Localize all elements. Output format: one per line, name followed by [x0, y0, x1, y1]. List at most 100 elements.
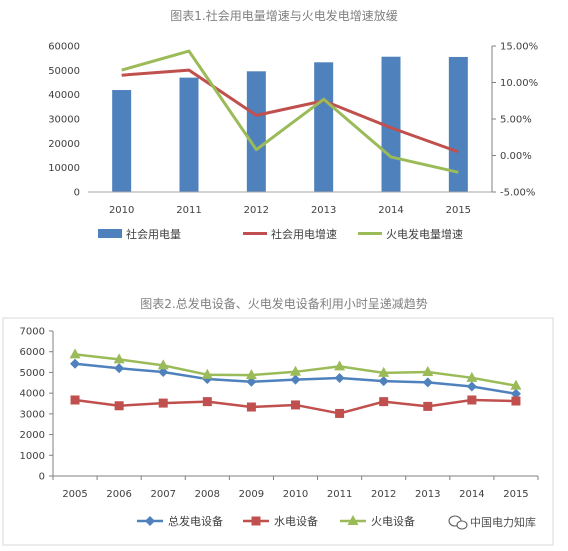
- chart-2-y-tick: 3000: [20, 409, 45, 420]
- chart-2-point: [334, 360, 346, 371]
- chart-2-lines: [69, 348, 522, 418]
- chart-2-point: [70, 358, 81, 369]
- chart-2-x-tick: 2012: [371, 489, 396, 500]
- chart-2-legend-label: 总发电设备: [168, 514, 223, 528]
- chart-1-legend-swatch: [98, 229, 122, 238]
- chart-2-point: [70, 395, 80, 405]
- chart-2-y-tick: 1000: [20, 451, 45, 462]
- chart-1-y2-tick: 15.00%: [500, 42, 538, 53]
- chart-1-y2-tick: -5.00%: [500, 188, 535, 199]
- chart-2-point: [245, 369, 257, 380]
- chart-2-x-tick: 2013: [415, 489, 440, 500]
- chart-2-y-tick: 4000: [20, 389, 45, 400]
- chart-2-legend-marker: [347, 515, 359, 525]
- wechat-icon: [448, 515, 468, 530]
- chart-2-point: [466, 381, 477, 392]
- chart-2-x-tick: 2014: [459, 489, 484, 500]
- chart-2-y-tick: 6000: [20, 347, 45, 358]
- chart-2-point: [510, 379, 522, 390]
- watermark-text: 中国电力知库: [470, 515, 536, 529]
- chart-2-x-tick: 2006: [106, 489, 131, 500]
- chart-1-bar: [112, 90, 132, 192]
- chart-1-y2-tick: 5.00%: [500, 115, 532, 126]
- chart-1-series-line: [121, 49, 459, 174]
- chart-2-point: [158, 367, 169, 378]
- chart-1-title: 图表1.社会用电量增速与火电发电增速放缓: [170, 8, 397, 23]
- chart-2-legend-label: 火电设备: [371, 514, 415, 528]
- chart-2-point: [335, 408, 345, 418]
- chart-2-point: [201, 368, 213, 379]
- chart-2-x-tick: 2005: [62, 489, 87, 500]
- chart-2-y-tick: 0: [39, 472, 45, 483]
- chart-1-bar: [179, 77, 199, 192]
- chart-2-point: [69, 348, 81, 359]
- chart-2-title: 图表2.总发电设备、火电发电设备利用小时呈递减趋势: [140, 296, 427, 311]
- chart-2-axes: 0 1000 2000 3000 4000 5000 6000 7000 2005 2006 200…: [20, 327, 539, 500]
- chart-2-point: [467, 395, 477, 405]
- chart-2-point: [378, 376, 389, 387]
- watermark: 中国电力知库: [448, 515, 536, 530]
- chart-2-point: [379, 397, 389, 407]
- chart-1-y-tick: 20000: [48, 139, 80, 150]
- chart-2-point: [466, 371, 478, 382]
- chart-2-point: [510, 388, 521, 399]
- chart-2-legend-marker: [251, 516, 261, 526]
- chart-2-point: [290, 365, 301, 376]
- chart-2-x-tick: 2015: [503, 489, 528, 500]
- chart-1-bar: [246, 71, 266, 192]
- chart-1-bar: [448, 56, 468, 193]
- chart-2-x-tick: 2007: [151, 489, 176, 500]
- chart-2-y-tick: 7000: [20, 327, 45, 338]
- chart-1-y-tick: 0: [74, 188, 80, 199]
- chart-1-x-tick: 2010: [109, 205, 134, 216]
- chart-2-y-tick: 5000: [20, 368, 45, 379]
- chart-1-legend-label: 社会用电增速: [271, 227, 337, 241]
- chart-2-point: [291, 400, 300, 410]
- chart-1-y2-tick: 10.00%: [500, 78, 538, 89]
- chart-1-legend-label: 火电发电量增速: [386, 227, 463, 241]
- chart-2-x-tick: 2011: [327, 489, 352, 500]
- chart-2-point: [202, 397, 212, 407]
- chart-2-point: [378, 366, 390, 377]
- chart-2-point: [246, 402, 256, 412]
- chart-1-x-tick: 2014: [378, 205, 403, 216]
- chart-1-y2-tick: 0.00%: [500, 151, 532, 162]
- chart-1-series-line: [121, 68, 459, 154]
- chart-2-point: [246, 376, 257, 387]
- chart-2-point: [157, 359, 169, 370]
- chart-2-frame: [2, 317, 554, 546]
- chart-1-y-tick: 40000: [48, 90, 80, 101]
- chart-2-point: [422, 377, 433, 388]
- chart-2-y-tick: 2000: [20, 430, 45, 441]
- chart-1: 图表1.社会用电量增速与火电发电增速放缓 0 10000 20000 30000 400…: [48, 8, 538, 241]
- chart-1-y-tick: 10000: [48, 163, 80, 174]
- chart-2-x-tick: 2009: [239, 489, 264, 500]
- chart-1-bar: [314, 62, 334, 193]
- chart-1-x-tick: 2011: [176, 205, 201, 216]
- chart-1-x-tick: 2012: [244, 205, 269, 216]
- chart-2-point: [511, 396, 521, 406]
- chart-2-point: [334, 373, 345, 384]
- chart-2: 图表2.总发电设备、火电发电设备利用小时呈递减趋势 0 1000 2000 3000 4…: [2, 296, 554, 546]
- chart-2-legend: 总发电设备 水电设备 火电设备: [137, 514, 415, 528]
- chart-2-legend-marker: [145, 516, 155, 526]
- chart-2-point: [422, 366, 434, 377]
- chart-2-x-tick: 2010: [283, 489, 308, 500]
- chart-2-point: [114, 363, 125, 374]
- chart-2-point: [114, 401, 124, 411]
- chart-1-bars: [112, 56, 468, 193]
- chart-1-legend: 社会用电量 社会用电增速 火电发电量增速: [98, 227, 463, 241]
- chart-1-x-tick: 2013: [311, 205, 336, 216]
- chart-2-point: [113, 353, 125, 364]
- chart-1-y-tick: 30000: [48, 115, 80, 126]
- chart-1-x-tick: 2015: [446, 205, 471, 216]
- chart-1-legend-label: 社会用电量: [126, 227, 181, 241]
- chart-2-point: [158, 398, 168, 408]
- chart-2-point: [423, 401, 433, 411]
- chart-1-y-tick: 60000: [48, 42, 80, 53]
- chart-2-legend-label: 水电设备: [274, 514, 318, 528]
- chart-2-x-tick: 2008: [195, 489, 220, 500]
- chart-1-axes: 0 10000 20000 30000 40000 50000 60000 -5.00% 0.0…: [48, 42, 538, 217]
- chart-1-y-tick: 50000: [48, 66, 80, 77]
